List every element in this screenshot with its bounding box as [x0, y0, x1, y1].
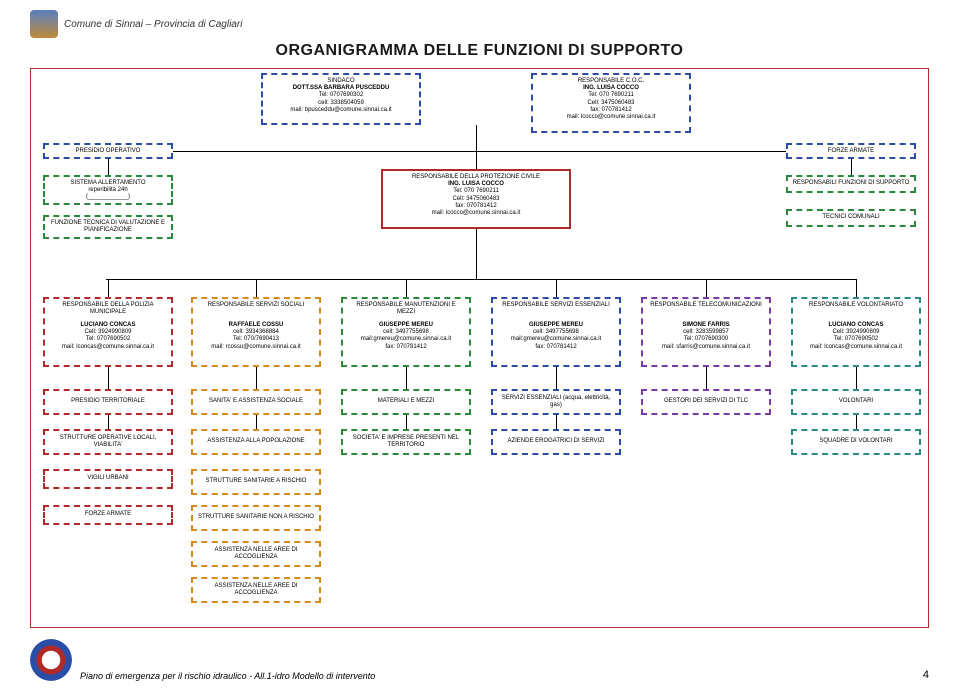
org-chart: SINDACO DOTT.SSA BARBARA PUSCEDDU Tel: 0…: [30, 68, 929, 628]
presidio-label: PRESIDIO OPERATIVO: [76, 148, 141, 154]
sindaco-mail: mail: bpusceddu@comune.sinnai.ca.it: [267, 107, 415, 114]
box-presidio: PRESIDIO OPERATIVO: [43, 143, 173, 159]
box-category-4: GESTORI DEI SERVIZI DI TLC: [641, 389, 771, 415]
pc-fax: fax: 070781412: [387, 203, 565, 210]
footer: Piano di emergenza per il rischio idraul…: [30, 639, 929, 681]
box-funzione-tecnica: FUNZIONE TECNICA DI VALUTAZIONE E PIANIF…: [43, 215, 173, 239]
box-sistema-allertamento: SISTEMA ALLERTAMENTO reperibilità 24h (_…: [43, 175, 173, 205]
municipality-name: Comune di Sinnai – Provincia di Cagliari: [64, 19, 242, 30]
box-sub-5: SQUADRE DI VOLONTARI: [791, 429, 921, 455]
box-col2-extra-3: ASSISTENZA NELLE AREE DI ACCOGLIENZA: [191, 577, 321, 603]
box-resp-supporto: RESPONSABILI FUNZIONI DI SUPPORTO: [786, 175, 916, 193]
box-sub-0: STRUTTURE OPERATIVE LOCALI, VIABILITA': [43, 429, 173, 455]
pc-tel: Tel: 070 7690211: [387, 188, 565, 195]
box-category-0: PRESIDIO TERRITORIALE: [43, 389, 173, 415]
footer-text: Piano di emergenza per il rischio idraul…: [80, 671, 375, 681]
page-number: 4: [923, 669, 929, 681]
sistema-l2: reperibilità 24h: [49, 187, 167, 194]
box-sindaco: SINDACO DOTT.SSA BARBARA PUSCEDDU Tel: 0…: [261, 73, 421, 125]
box-category-1: SANITA' E ASSISTENZA SOCIALE: [191, 389, 321, 415]
coc-fax: fax: 070781412: [537, 107, 685, 114]
box-responsabile-0: RESPONSABILE DELLA POLIZIA MUNICIPALELUC…: [43, 297, 173, 367]
box-resp-coc: RESPONSABILE C.O.C. ING. LUISA COCCO Tel…: [531, 73, 691, 133]
page-title: ORGANIGRAMMA DELLE FUNZIONI DI SUPPORTO: [30, 42, 929, 60]
box-col2-extra-0: STRUTTURE SANITARIE A RISCHIO: [191, 469, 321, 495]
box-sub-2: SOCIETA' E IMPRESE PRESENTI NEL TERRITOR…: [341, 429, 471, 455]
box-col2-extra-1: STRUTTURE SANITARIE NON A RISCHIO: [191, 505, 321, 531]
box-col2-extra-2: ASSISTENZA NELLE AREE DI ACCOGLIENZA: [191, 541, 321, 567]
sistema-l3: (____________): [49, 194, 167, 201]
funzione-l1: FUNZIONE TECNICA DI VALUTAZIONE E: [49, 220, 167, 227]
funzione-l2: PIANIFICAZIONE: [49, 227, 167, 234]
box-category-5: VOLONTARI: [791, 389, 921, 415]
municipality-logo: [30, 10, 58, 38]
coc-tel: Tel: 070 7690211: [537, 92, 685, 99]
box-forze-armate-top: FORZE ARMATE: [786, 143, 916, 159]
resp-supporto-label: RESPONSABILI FUNZIONI DI SUPPORTO: [793, 180, 910, 186]
box-responsabile-3: RESPONSABILE SERVIZI ESSENZIALIGIUSEPPE …: [491, 297, 621, 367]
box-col1-extra-1: FORZE ARMATE: [43, 505, 173, 525]
box-sub-3: AZIENDE EROGATRICI DI SERVIZI: [491, 429, 621, 455]
pc-name: ING. LUISA COCCO: [387, 181, 565, 188]
box-protezione-civile: RESPONSABILE DELLA PROTEZIONE CIVILE ING…: [381, 169, 571, 229]
sindaco-role: SINDACO: [267, 78, 415, 85]
box-category-2: MATERIALI E MEZZI: [341, 389, 471, 415]
sindaco-tel: Tel: 0707690302: [267, 92, 415, 99]
coc-mail: mail: lcocco@comune.sinnai.ca.it: [537, 114, 685, 121]
box-responsabile-5: RESPONSABILE VOLONTARIATOLUCIANO CONCASC…: [791, 297, 921, 367]
box-col1-extra-0: VIGILI URBANI: [43, 469, 173, 489]
forze-armate-label: FORZE ARMATE: [828, 148, 874, 154]
sistema-l1: SISTEMA ALLERTAMENTO: [49, 180, 167, 187]
box-responsabile-4: RESPONSABILE TELECOMUNICAZIONISIMONE FAR…: [641, 297, 771, 367]
pc-mail: mail: lcocco@comune.sinnai.ca.it: [387, 210, 565, 217]
pc-role: RESPONSABILE DELLA PROTEZIONE CIVILE: [387, 174, 565, 181]
tecnici-label: TECNICI COMUNALI: [822, 214, 879, 220]
pc-cell: Cell: 3475060483: [387, 196, 565, 203]
coc-name: ING. LUISA COCCO: [537, 85, 685, 92]
sindaco-name: DOTT.SSA BARBARA PUSCEDDU: [267, 85, 415, 92]
box-sub-1: ASSISTENZA ALLA POPOLAZIONE: [191, 429, 321, 455]
box-category-3: SERVIZI ESSENZIALI (acqua, elettricità, …: [491, 389, 621, 415]
protezione-civile-logo: [30, 639, 72, 681]
box-responsabile-2: RESPONSABILE MANUTENZIONI E MEZZIGIUSEPP…: [341, 297, 471, 367]
box-responsabile-1: RESPONSABILE SERVIZI SOCIALIRAFFAELE COS…: [191, 297, 321, 367]
sindaco-cell: cell: 3338504059: [267, 100, 415, 107]
header: Comune di Sinnai – Provincia di Cagliari: [30, 10, 929, 38]
coc-cell: Cell: 3475060483: [537, 100, 685, 107]
box-tecnici: TECNICI COMUNALI: [786, 209, 916, 227]
coc-role: RESPONSABILE C.O.C.: [537, 78, 685, 85]
